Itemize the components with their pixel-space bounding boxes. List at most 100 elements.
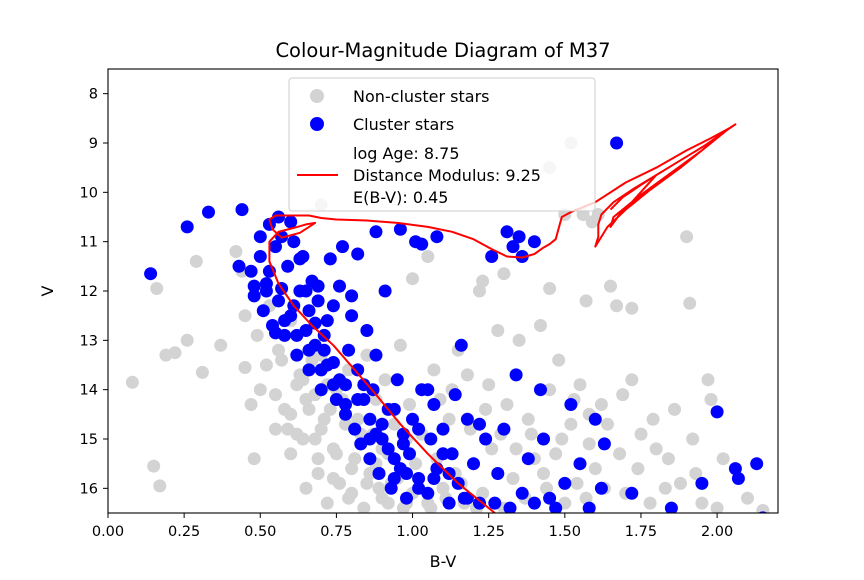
cluster-point-63 xyxy=(424,432,438,446)
cluster-point-130 xyxy=(515,486,529,500)
cluster-point-37 xyxy=(342,343,356,357)
cluster-point-91 xyxy=(558,476,572,490)
cluster-point-119 xyxy=(345,309,359,323)
x-axis-ticks: 0.00 0.25 0.50 0.75 1.00 1.25 1.50 1.75 2.00 xyxy=(92,513,733,540)
cluster-point-92 xyxy=(564,398,578,411)
noncluster-point-175 xyxy=(616,388,630,402)
cluster-point-4 xyxy=(235,203,249,217)
cluster-point-156 xyxy=(363,432,377,446)
y-tick-label-8: 16 xyxy=(80,481,98,497)
cluster-point-109 xyxy=(393,222,407,236)
cluster-point-5 xyxy=(244,264,258,278)
cluster-point-97 xyxy=(597,437,611,451)
noncluster-point-180 xyxy=(704,393,718,406)
cluster-point-36 xyxy=(339,407,352,421)
cluster-point-116 xyxy=(311,279,325,293)
noncluster-point-32 xyxy=(317,412,331,426)
noncluster-point-154 xyxy=(269,388,282,402)
noncluster-point-153 xyxy=(424,501,438,513)
isochrone-line xyxy=(268,123,737,513)
noncluster-point-113 xyxy=(756,504,770,513)
cluster-point-159 xyxy=(436,447,450,461)
cluster-point-27 xyxy=(311,294,325,308)
noncluster-point-15 xyxy=(247,452,261,466)
cluster-point-74 xyxy=(467,457,480,471)
noncluster-point-95 xyxy=(604,279,617,293)
noncluster-point-82 xyxy=(540,481,553,495)
cluster-point-139 xyxy=(326,356,340,369)
noncluster-point-105 xyxy=(674,476,687,490)
noncluster-point-87 xyxy=(564,417,578,431)
cluster-point-3 xyxy=(232,259,246,273)
noncluster-point-17 xyxy=(253,383,267,397)
noncluster-point-148 xyxy=(351,412,365,426)
noncluster-point-174 xyxy=(601,417,614,431)
noncluster-point-12 xyxy=(238,309,252,323)
y-tick-label-1: 9 xyxy=(89,136,98,152)
cluster-point-145 xyxy=(400,467,413,480)
cluster-point-152 xyxy=(302,343,316,357)
noncluster-point-143 xyxy=(275,353,289,367)
cluster-point-105 xyxy=(750,457,764,471)
cluster-point-136 xyxy=(299,284,313,298)
noncluster-point-128 xyxy=(284,407,298,421)
cluster-point-103 xyxy=(728,462,742,476)
cluster-point-129 xyxy=(488,496,502,510)
noncluster-point-108 xyxy=(689,467,703,480)
cluster-point-138 xyxy=(317,343,331,357)
cluster-point-47 xyxy=(372,467,386,480)
cluster-point-20 xyxy=(290,348,304,362)
noncluster-point-159 xyxy=(342,491,356,505)
cluster-point-17 xyxy=(281,259,295,273)
y-tick-label-5: 13 xyxy=(80,333,98,349)
noncluster-point-101 xyxy=(643,496,657,510)
cluster-point-7 xyxy=(253,250,267,263)
cluster-point-155 xyxy=(339,398,352,411)
cluster-point-78 xyxy=(491,467,505,480)
noncluster-point-156 xyxy=(296,432,310,446)
x-tick-label-6: 1.50 xyxy=(549,524,581,540)
y-tick-label-2: 10 xyxy=(80,185,98,201)
cluster-point-9 xyxy=(256,304,270,318)
cluster-point-2 xyxy=(202,205,215,219)
cluster-point-141 xyxy=(351,393,365,406)
y-tick-label-0: 8 xyxy=(89,87,98,103)
cluster-point-111 xyxy=(430,230,444,244)
cluster-point-35 xyxy=(336,240,349,254)
noncluster-point-124 xyxy=(591,208,605,221)
noncluster-point-103 xyxy=(658,481,672,495)
cluster-point-88 xyxy=(534,383,547,397)
cluster-point-86 xyxy=(521,452,535,466)
noncluster-point-24 xyxy=(284,447,298,461)
cluster-point-110 xyxy=(415,237,429,251)
noncluster-point-177 xyxy=(646,412,660,426)
noncluster-point-100 xyxy=(634,427,648,441)
cluster-point-83 xyxy=(509,368,523,382)
noncluster-point-112 xyxy=(741,491,754,505)
legend-cluster-marker xyxy=(310,117,324,131)
noncluster-point-132 xyxy=(345,462,359,476)
cluster-point-60 xyxy=(412,472,426,485)
cluster-point-112 xyxy=(272,210,285,224)
cluster-point-148 xyxy=(259,284,273,298)
noncluster-point-16 xyxy=(250,328,264,342)
cluster-point-96 xyxy=(594,481,608,495)
cluster-point-99 xyxy=(625,486,639,500)
cluster-point-14 xyxy=(272,294,285,308)
cluster-point-115 xyxy=(302,304,316,318)
cluster-point-120 xyxy=(357,378,371,392)
legend-isochrone-age: log Age: 8.75 xyxy=(353,144,460,163)
noncluster-point-69 xyxy=(473,284,486,298)
noncluster-point-92 xyxy=(588,462,602,476)
cluster-point-48 xyxy=(375,417,389,431)
x-tick-label-4: 1.00 xyxy=(396,524,428,540)
noncluster-point-40 xyxy=(348,452,362,466)
noncluster-point-116 xyxy=(543,282,557,295)
cluster-point-158 xyxy=(421,383,435,397)
noncluster-point-83 xyxy=(543,383,557,397)
cluster-point-79 xyxy=(497,422,511,436)
noncluster-point-1 xyxy=(147,459,161,473)
legend-noncluster-marker xyxy=(310,89,324,103)
noncluster-point-81 xyxy=(534,319,547,332)
legend-isochrone-distance: Distance Modulus: 9.25 xyxy=(353,166,541,185)
